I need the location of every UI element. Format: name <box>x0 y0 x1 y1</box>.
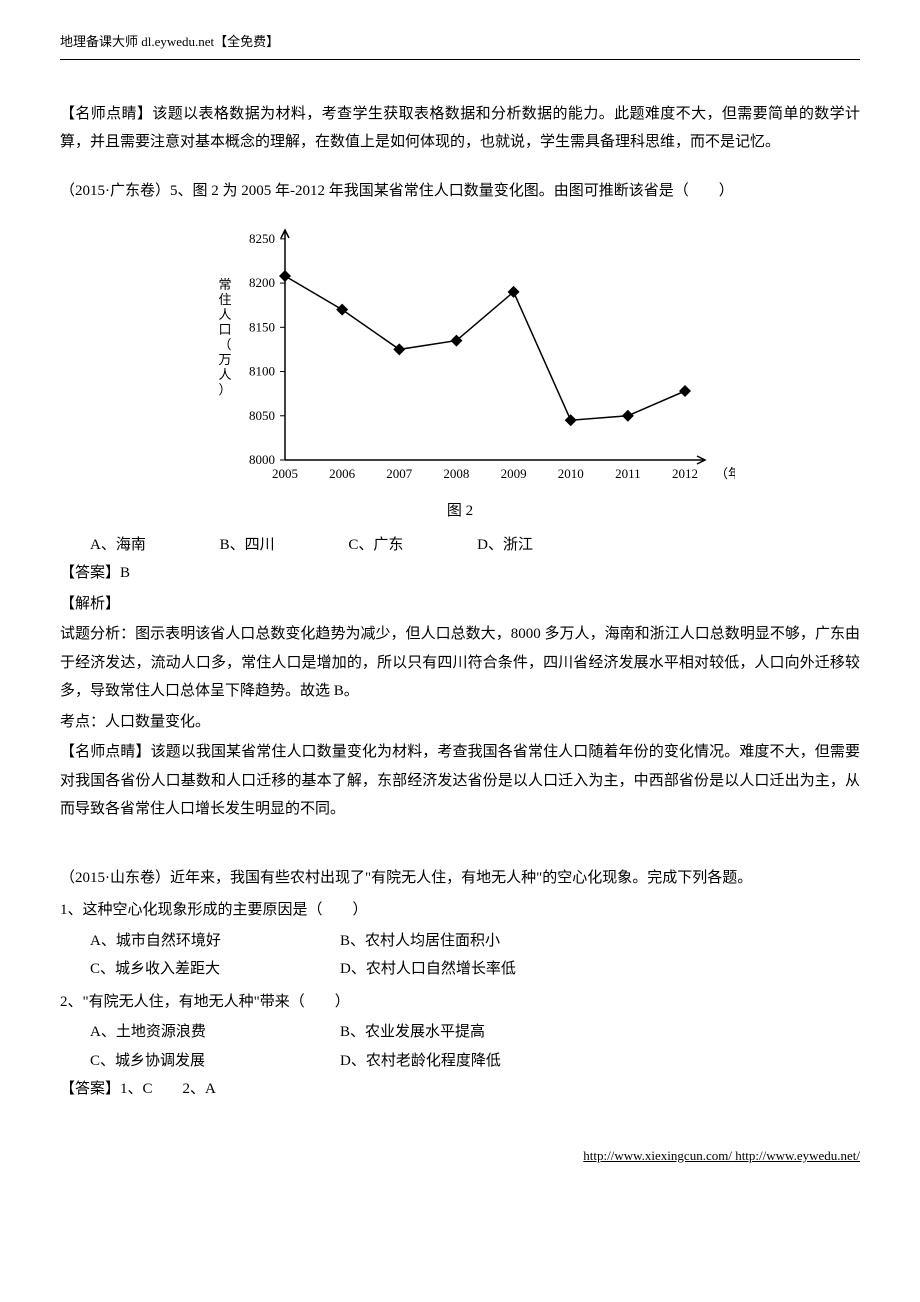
page-footer: http://www.xiexingcun.com/ http://www.ey… <box>60 1144 860 1169</box>
q1-analysis-head: 【解析】 <box>60 590 860 619</box>
q1-kaodian: 考点：人口数量变化。 <box>60 708 860 737</box>
svg-text:口: 口 <box>218 322 231 337</box>
q2s2-opt-a: A、土地资源浪费 <box>90 1018 340 1047</box>
svg-text:常: 常 <box>218 277 231 292</box>
svg-text:（年）: （年） <box>715 466 735 481</box>
line-chart-svg: 8000 8050 8100 8150 8200 8250 2005 2006 2007 2008… <box>185 215 735 495</box>
q1-chart: 8000 8050 8100 8150 8200 8250 2005 2006 2007 2008… <box>185 215 735 526</box>
svg-text:万: 万 <box>218 352 231 367</box>
question-1: （2015·广东卷）5、图 2 为 2005 年-2012 年我国某省常住人口数… <box>60 177 860 824</box>
footer-link-1: http://www.xiexingcun.com/ <box>583 1148 732 1163</box>
q1-analysis-body: 试题分析：图示表明该省人口总数变化趋势为减少，但人口总数大，8000 多万人，海… <box>60 620 860 706</box>
q1-options: A、海南 B、四川 C、广东 D、浙江 <box>90 531 860 560</box>
q1-answer: 【答案】B <box>60 559 860 588</box>
q1-opt-c: C、广东 <box>348 531 403 560</box>
svg-text:8250: 8250 <box>249 231 275 246</box>
svg-text:8200: 8200 <box>249 275 275 290</box>
q2-source: （2015·山东卷）近年来，我国有些农村出现了"有院无人住，有地无人种"的空心化… <box>60 864 860 893</box>
svg-text:（: （ <box>218 337 231 352</box>
q2-answer: 【答案】1、C 2、A <box>60 1075 860 1104</box>
svg-text:人: 人 <box>218 367 231 382</box>
header-text: 地理备课大师 dl.eywedu.net【全免费】 <box>60 34 279 49</box>
svg-text:2007: 2007 <box>386 466 413 481</box>
q1-source: （2015·广东卷）5、图 2 为 2005 年-2012 年我国某省常住人口数… <box>60 177 860 206</box>
svg-text:）: ） <box>218 382 231 397</box>
q2-sub2-options: A、土地资源浪费 B、农业发展水平提高 C、城乡协调发展 D、农村老龄化程度降低 <box>90 1018 860 1075</box>
q2-sub2-stem: 2、"有院无人住，有地无人种"带来（ ） <box>60 988 860 1017</box>
q2s2-opt-b: B、农业发展水平提高 <box>340 1018 590 1047</box>
svg-text:人: 人 <box>218 307 231 322</box>
q2s1-opt-d: D、农村人口自然增长率低 <box>340 955 590 984</box>
svg-text:2006: 2006 <box>329 466 356 481</box>
q2s1-opt-c: C、城乡收入差距大 <box>90 955 340 984</box>
svg-text:8100: 8100 <box>249 364 275 379</box>
svg-text:2005: 2005 <box>272 466 298 481</box>
svg-text:2012: 2012 <box>672 466 698 481</box>
question-2: （2015·山东卷）近年来，我国有些农村出现了"有院无人住，有地无人种"的空心化… <box>60 864 860 1104</box>
footer-link-2: http://www.eywedu.net/ <box>732 1148 860 1163</box>
svg-text:8150: 8150 <box>249 319 275 334</box>
q1-opt-a: A、海南 <box>90 531 146 560</box>
q2s2-opt-d: D、农村老龄化程度降低 <box>340 1047 590 1076</box>
svg-text:2010: 2010 <box>558 466 584 481</box>
q2s2-opt-c: C、城乡协调发展 <box>90 1047 340 1076</box>
q1-commentary: 【名师点睛】该题以我国某省常住人口数量变化为材料，考查我国各省常住人口随着年份的… <box>60 738 860 824</box>
q2s1-opt-a: A、城市自然环境好 <box>90 927 340 956</box>
q1-opt-d: D、浙江 <box>477 531 533 560</box>
q2s1-opt-b: B、农村人均居住面积小 <box>340 927 590 956</box>
svg-text:2011: 2011 <box>615 466 641 481</box>
page-header: 地理备课大师 dl.eywedu.net【全免费】 <box>60 30 860 60</box>
q1-opt-b: B、四川 <box>220 531 275 560</box>
q2-sub1-options: A、城市自然环境好 B、农村人均居住面积小 C、城乡收入差距大 D、农村人口自然… <box>90 927 860 984</box>
svg-text:8050: 8050 <box>249 408 275 423</box>
top-commentary: 【名师点睛】该题以表格数据为材料，考查学生获取表格数据和分析数据的能力。此题难度… <box>60 100 860 157</box>
svg-text:2009: 2009 <box>501 466 527 481</box>
svg-text:住: 住 <box>218 292 231 307</box>
chart-caption: 图 2 <box>185 497 735 526</box>
svg-text:8000: 8000 <box>249 452 275 467</box>
q2-sub1-stem: 1、这种空心化现象形成的主要原因是（ ） <box>60 896 860 925</box>
svg-text:2008: 2008 <box>443 466 469 481</box>
